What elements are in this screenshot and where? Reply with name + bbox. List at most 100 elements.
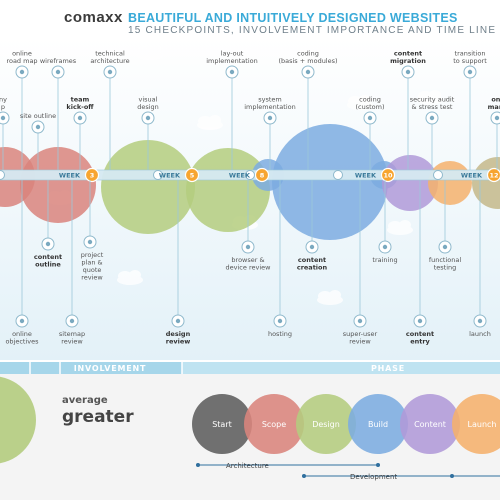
icon-glyph	[108, 70, 112, 74]
cloud-puff	[329, 290, 341, 300]
involvement-heading: INVOLVEMENT	[74, 364, 147, 373]
track-endpoint	[302, 474, 306, 478]
cloud-4	[117, 270, 143, 285]
week-number: 12	[489, 172, 498, 180]
cloud-puff	[149, 45, 161, 55]
migration-icon	[402, 66, 414, 78]
road-map-icon	[16, 66, 28, 78]
week-number: 5	[190, 172, 195, 180]
checkpoint-label: implementation	[206, 57, 258, 65]
icon-glyph	[36, 125, 40, 129]
checkpoint-label: p	[1, 103, 5, 111]
timeline-node-0	[0, 171, 5, 180]
creation-icon	[306, 241, 318, 253]
checkpoint-label: review	[349, 338, 371, 346]
icon-glyph	[268, 116, 272, 120]
week-number: 10	[383, 172, 393, 180]
timeline-node-4	[334, 171, 343, 180]
entry-icon	[414, 315, 426, 327]
track-label-architecture: Architecture	[226, 462, 269, 470]
icon-glyph	[56, 70, 60, 74]
system-icon	[264, 112, 276, 124]
phase-label: Design	[312, 420, 340, 429]
phase-label: Launch	[468, 420, 497, 429]
checkpoint-label: architecture	[90, 57, 129, 65]
wireframes-icon	[52, 66, 64, 78]
outline-icon	[32, 121, 44, 133]
icon-glyph	[230, 70, 234, 74]
phase-label: Content	[414, 420, 446, 429]
involvement-bubble-5	[272, 124, 388, 240]
phase-heading: PHASE	[371, 364, 405, 373]
checkpoint-label: road map	[6, 57, 37, 65]
checkpoint-label: to support	[453, 57, 487, 65]
checkpoint-label: objectives	[5, 338, 39, 346]
design-icon	[142, 112, 154, 124]
phase-label: Start	[212, 420, 232, 429]
icon-glyph	[46, 242, 50, 246]
icon-glyph	[78, 116, 82, 120]
icon-glyph	[478, 319, 482, 323]
kickoff-icon	[74, 112, 86, 124]
icon-glyph	[495, 116, 499, 120]
icon-glyph	[176, 319, 180, 323]
legend-average: average	[62, 395, 108, 406]
track-label-development: Development	[350, 473, 397, 481]
checkpoint-label: review	[81, 274, 103, 282]
icon-glyph	[368, 116, 372, 120]
icon-glyph	[20, 319, 24, 323]
icon-glyph	[383, 245, 387, 249]
checkpoint-label: hosting	[268, 330, 292, 338]
checkpoint-label: mark	[488, 103, 500, 111]
checkpoint-label: review	[166, 338, 191, 346]
legend-greater: greater	[62, 407, 134, 427]
timeline-node-5	[434, 171, 443, 180]
track-endpoint	[196, 463, 200, 467]
checkpoint-label: review	[61, 338, 83, 346]
icon-glyph	[310, 245, 314, 249]
involvement-bubble-8	[428, 161, 472, 205]
checkpoint-label: wireframes	[40, 57, 77, 65]
checkpoint-label: launch	[469, 330, 491, 338]
checkpoint-label: creation	[297, 264, 328, 272]
week-label: WEEK	[229, 172, 251, 180]
architecture-icon	[104, 66, 116, 78]
week-label: WEEK	[159, 172, 181, 180]
target-icon	[16, 315, 28, 327]
checkpoint-label: implementation	[244, 103, 296, 111]
week-label: WEEK	[355, 172, 377, 180]
icon-glyph	[306, 70, 310, 74]
icon-glyph	[418, 319, 422, 323]
layout-icon	[226, 66, 238, 78]
checkpoint-label: training	[372, 256, 397, 264]
checkpoint-label: kick-off	[66, 103, 94, 111]
code-icon	[302, 66, 314, 78]
track-endpoint	[450, 474, 454, 478]
logo-text: comaxx	[64, 9, 123, 26]
icon-glyph	[278, 319, 282, 323]
icon-glyph	[20, 70, 24, 74]
week-number: 8	[260, 172, 265, 180]
checkpoint-label: (custom)	[355, 103, 384, 111]
track-endpoint	[376, 463, 380, 467]
checkpoint-label: (basis + modules)	[278, 57, 337, 65]
week-number: 3	[90, 172, 95, 180]
icon-glyph	[358, 319, 362, 323]
cloud-puff	[209, 115, 221, 125]
marketing-icon	[491, 112, 500, 124]
cloud-3	[387, 220, 413, 235]
cloud-puff	[399, 220, 411, 230]
icon-glyph	[406, 70, 410, 74]
partial-icon	[0, 112, 9, 124]
icon-glyph	[146, 116, 150, 120]
week-label: WEEK	[461, 172, 483, 180]
header: comaxx : BEAUTIFUL AND INTUITIVELY DESIG…	[0, 4, 500, 44]
icon-glyph	[443, 245, 447, 249]
page-title: BEAUTIFUL AND INTUITIVELY DESIGNED WEBSI…	[128, 11, 458, 25]
training-icon	[379, 241, 391, 253]
icon-glyph	[430, 116, 434, 120]
user-icon	[354, 315, 366, 327]
phase-label: Build	[368, 420, 388, 429]
cloud-7	[197, 115, 223, 130]
content-outline-icon	[42, 238, 54, 250]
